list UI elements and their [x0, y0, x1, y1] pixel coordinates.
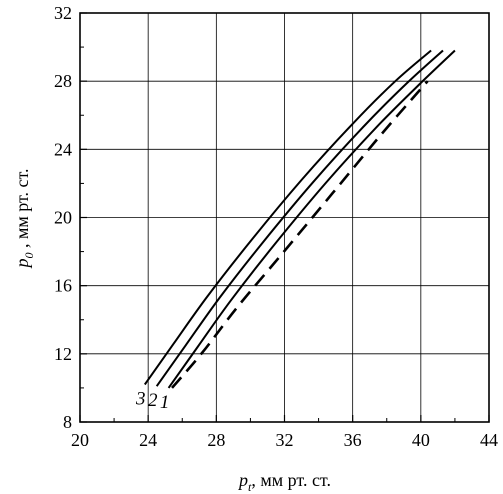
y-tick-label: 20	[54, 208, 72, 228]
plot-frame	[79, 12, 490, 423]
y-tick-label: 12	[54, 344, 72, 364]
x-tick-label: 40	[412, 430, 430, 450]
x-axis-title: pt, мм рт. ст.	[237, 470, 331, 494]
y-tick-label: 8	[63, 412, 72, 432]
series-line-1	[167, 49, 456, 389]
x-tick-label: 28	[207, 430, 225, 450]
curve-label-3: 3	[135, 389, 146, 410]
series-line-3	[143, 49, 432, 386]
x-tick-label: 20	[71, 430, 89, 450]
series-line-2	[155, 49, 444, 387]
y-tick-label: 32	[54, 3, 72, 23]
curve-label-2: 2	[148, 390, 158, 411]
series-line-dashed	[171, 80, 429, 389]
y-tick-labels: 8 12 16 20 24 28 32	[54, 3, 72, 432]
y-tick-label: 16	[54, 276, 72, 296]
y-tick-label: 28	[54, 71, 72, 91]
y-axis-title: p0 , мм рт. ст.	[12, 168, 36, 269]
curve-label-1: 1	[160, 392, 170, 413]
x-tick-labels: 20 24 28 32 36 40 44	[71, 430, 498, 450]
x-tick-label: 32	[276, 430, 294, 450]
x-tick-label: 24	[139, 430, 157, 450]
x-tick-label: 44	[480, 430, 498, 450]
x-tick-label: 36	[344, 430, 362, 450]
y-tick-label: 24	[54, 139, 72, 159]
grid-lines	[80, 13, 489, 422]
series-lines	[143, 49, 456, 389]
